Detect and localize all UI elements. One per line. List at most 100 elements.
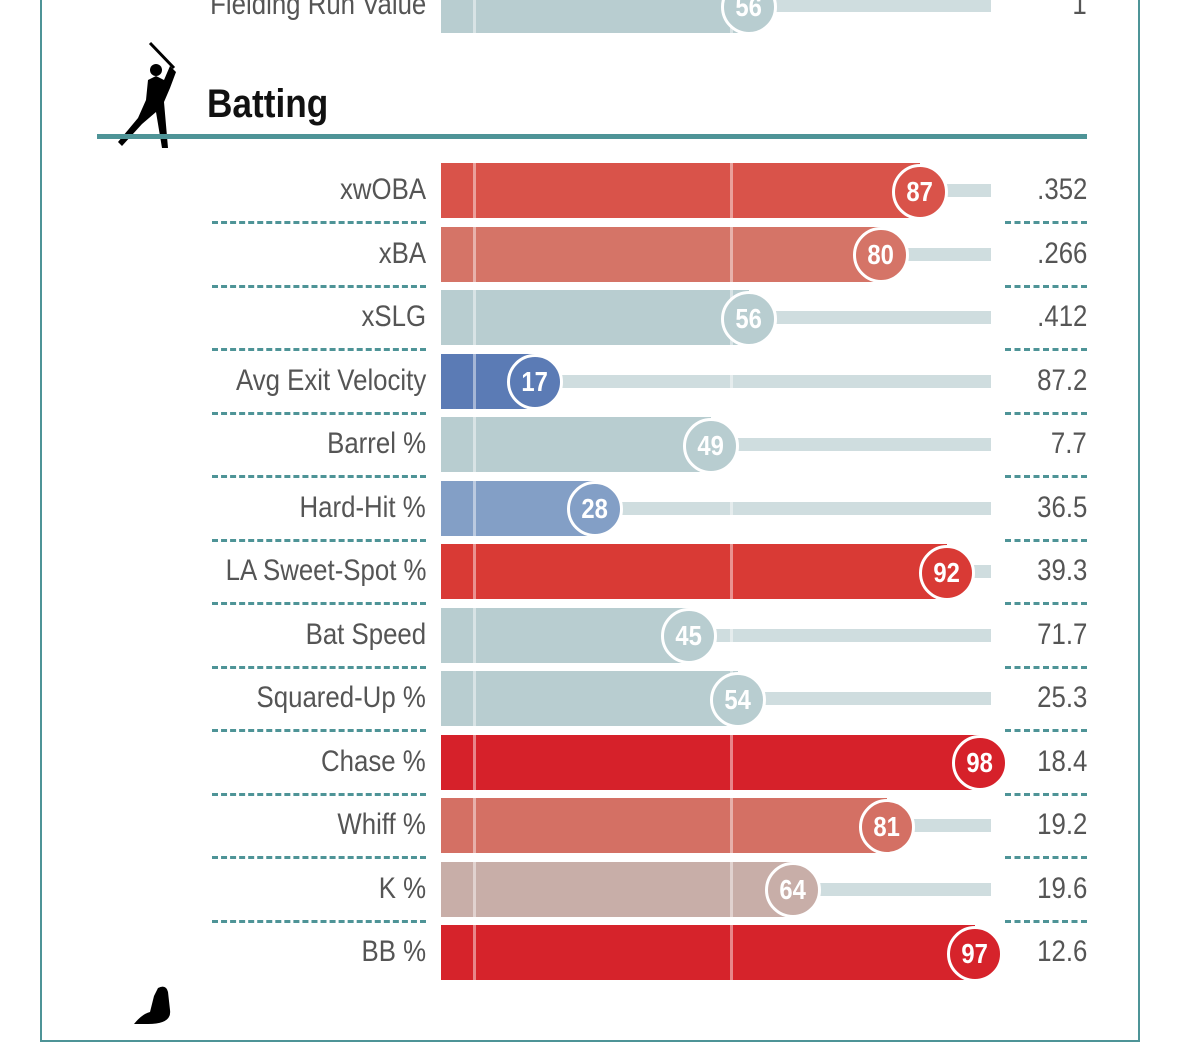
bar-gridline: [730, 861, 733, 917]
metric-label: BB %: [361, 935, 426, 968]
bar-gridline: [473, 0, 476, 33]
percentile-label: 97: [961, 937, 988, 969]
percentile-label: 49: [697, 429, 724, 461]
metric-label: Fielding Run Value: [209, 0, 426, 21]
bar-gridline: [473, 417, 476, 472]
percentile-bar: [441, 0, 749, 33]
row-separator: [1005, 538, 1087, 542]
metric-value: 18.4: [1036, 744, 1087, 778]
percentile-circle: 17: [506, 354, 563, 410]
metric-value: .352: [1036, 173, 1087, 206]
row-separator: [1005, 284, 1087, 288]
bar-gridline: [473, 925, 476, 980]
bar-gridline: [730, 925, 733, 980]
bar-gridline: [730, 544, 733, 599]
percentile-track: [534, 374, 991, 388]
metric-value: .266: [1036, 236, 1087, 270]
metric-label: Chase %: [321, 744, 426, 778]
bar-gridline: [473, 671, 476, 726]
percentile-track: [793, 882, 991, 896]
bar-gridline: [473, 290, 476, 345]
percentile-circle: 56: [721, 290, 777, 347]
bar-gridline: [730, 226, 733, 282]
metric-label: LA Sweet-Spot %: [225, 554, 426, 587]
metric-value: 1: [1072, 0, 1087, 21]
section-title: Batting: [207, 82, 329, 126]
bar-gridline: [473, 226, 476, 282]
row-separator: [212, 919, 426, 923]
metric-label: Bat Speed: [305, 617, 426, 651]
metric-value: .412: [1036, 300, 1087, 333]
percentile-circle: 81: [858, 798, 915, 855]
percentile-circle: 45: [660, 608, 717, 664]
section-divider: [97, 134, 1087, 139]
percentile-label: 81: [873, 810, 900, 842]
percentile-label: 92: [933, 556, 961, 588]
percentile-label: 56: [735, 302, 763, 334]
percentile-label: 28: [581, 493, 609, 524]
percentile-label: 87: [906, 175, 933, 207]
bar-gridline: [730, 353, 733, 409]
percentile-label: 45: [675, 620, 702, 651]
metric-label: Avg Exit Velocity: [235, 363, 426, 397]
metric-value: 71.7: [1036, 617, 1087, 651]
metric-value: 36.5: [1036, 490, 1087, 524]
percentile-track: [595, 501, 991, 515]
metric-value: 19.2: [1036, 808, 1087, 841]
percentile-bar: [441, 861, 793, 917]
percentile-bar: [441, 544, 947, 599]
metric-label: Whiff %: [337, 808, 426, 841]
percentile-label: 80: [867, 239, 895, 270]
percentile-circle: 87: [891, 163, 948, 220]
percentile-track: [688, 628, 991, 642]
bar-gridline: [473, 861, 476, 917]
batter-icon: [118, 41, 176, 148]
percentile-circle: 54: [710, 671, 766, 728]
metric-label: Barrel %: [327, 427, 426, 460]
row-separator: [1005, 729, 1087, 732]
percentile-label: 98: [966, 747, 994, 778]
metric-value: 39.3: [1036, 554, 1087, 587]
percentile-track: [710, 438, 991, 451]
bar-gridline: [730, 163, 733, 218]
bar-gridline: [730, 734, 733, 790]
row-separator: [212, 475, 426, 478]
bar-gridline: [473, 353, 476, 409]
percentile-circle: 98: [952, 735, 1008, 791]
bar-gridline: [473, 607, 476, 663]
metric-value: 7.7: [1051, 427, 1087, 460]
bar-gridline: [473, 734, 476, 790]
percentile-bar: [441, 226, 881, 282]
percentile-circle: 92: [919, 544, 975, 601]
percentile-label: 54: [724, 683, 752, 715]
row-separator: [212, 792, 426, 796]
percentile-bar: [441, 734, 980, 790]
metric-label: Hard-Hit %: [299, 490, 426, 524]
row-separator: [212, 538, 426, 542]
percentile-track: [749, 311, 991, 324]
percentile-bar: [441, 290, 749, 345]
percentile-label: 64: [779, 874, 807, 905]
metric-label: xwOBA: [339, 173, 426, 206]
percentile-circle: 49: [682, 417, 739, 474]
metric-value: 19.6: [1036, 871, 1087, 905]
bar-gridline: [473, 163, 476, 218]
metric-value: 12.6: [1036, 935, 1087, 968]
percentile-circle: 97: [946, 925, 1003, 982]
row-separator: [1005, 919, 1087, 923]
row-separator: [1005, 475, 1087, 478]
row-separator: [212, 602, 426, 605]
metric-label: xSLG: [361, 300, 426, 333]
percentile-label: 56: [735, 0, 763, 22]
bar-gridline: [730, 480, 733, 536]
metric-label: K %: [378, 871, 426, 905]
bar-gridline: [473, 480, 476, 536]
percentile-bar: [441, 163, 920, 218]
percentile-label: 17: [521, 366, 548, 397]
percentile-bar: [441, 417, 711, 472]
row-separator: [1005, 348, 1087, 351]
bar-gridline: [473, 544, 476, 599]
metric-label: Squared-Up %: [256, 681, 426, 714]
percentile-track: [738, 692, 991, 705]
percentile-bar: [441, 671, 738, 726]
